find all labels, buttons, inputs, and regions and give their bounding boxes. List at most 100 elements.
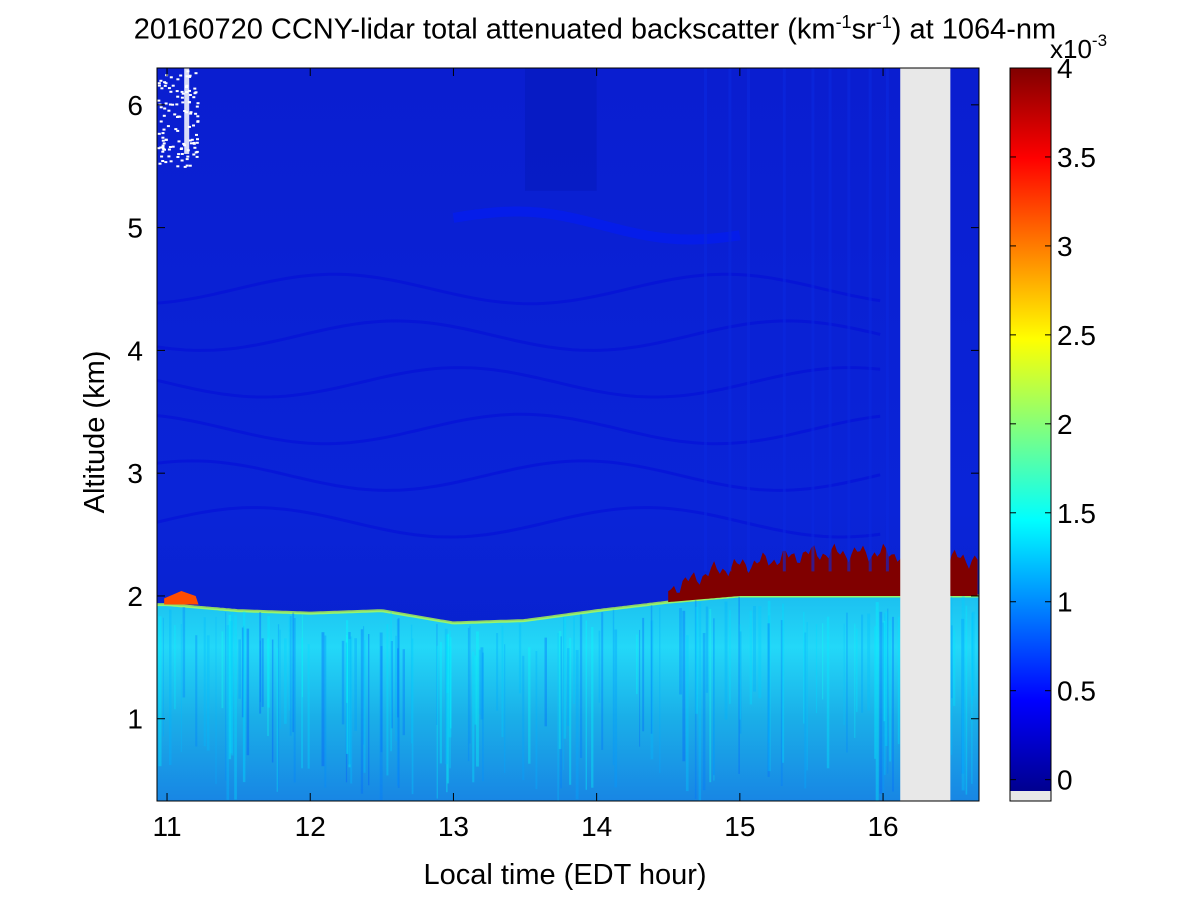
boundary-layer-streak: [234, 615, 237, 800]
boundary-layer-streak: [803, 611, 805, 724]
colorbar-tick-label: 1: [1057, 587, 1073, 618]
boundary-layer-streak: [843, 623, 845, 726]
missing-speck: [175, 103, 179, 106]
boundary-layer-streak: [444, 628, 448, 765]
boundary-layer-streak: [713, 632, 715, 781]
boundary-layer-streak: [410, 624, 413, 744]
boundary-layer-streak: [702, 633, 706, 791]
boundary-layer-streak: [591, 627, 594, 788]
boundary-layer-streak: [228, 615, 232, 760]
missing-speck: [188, 125, 191, 128]
missing-speck: [180, 153, 184, 155]
boundary-layer-streak: [449, 630, 451, 769]
boundary-layer-streak: [368, 634, 370, 786]
free-troposphere-layer: [157, 412, 881, 446]
missing-speck: [193, 87, 197, 90]
signal-stripe: [847, 68, 851, 572]
boundary-layer-streak: [560, 636, 562, 789]
x-tick-label: 15: [724, 811, 755, 842]
missing-speck: [167, 148, 171, 151]
boundary-layer-streak: [951, 625, 953, 699]
boundary-layer-streak: [972, 611, 975, 696]
missing-speck: [177, 115, 180, 118]
boundary-layer-streak: [650, 620, 654, 760]
colorbar: 0 0.5 1 1.5 2 2.5 3 3.5 4 x10-3: [1009, 31, 1107, 802]
heatmap: [157, 68, 979, 801]
missing-speck: [161, 136, 165, 139]
boundary-layer-streak: [971, 612, 974, 705]
boundary-layer-streak: [469, 625, 471, 744]
boundary-layer-streak: [446, 634, 449, 693]
boundary-layer-streak: [195, 635, 198, 747]
boundary-layer-streak: [579, 614, 583, 758]
missing-speck: [195, 105, 199, 108]
x-tick-label: 12: [295, 811, 326, 842]
missing-speck: [159, 79, 163, 82]
missing-speck: [180, 159, 184, 162]
boundary-layer-streak: [585, 620, 587, 790]
boundary-layer-streak: [446, 633, 450, 784]
signal-stripe: [747, 68, 750, 572]
boundary-layer-streak: [573, 616, 575, 704]
boundary-layer-streak: [636, 634, 638, 695]
boundary-layer-streak: [350, 636, 353, 784]
missing-speck: [167, 87, 171, 90]
colorbar-nan-swatch: [1010, 791, 1051, 801]
boundary-layer-streak: [411, 638, 414, 795]
boundary-layer-streak: [698, 602, 702, 801]
missing-speck: [167, 109, 171, 112]
missing-speck: [194, 112, 198, 115]
boundary-layer-streak: [961, 618, 965, 774]
boundary-layer-streak: [402, 649, 405, 736]
missing-speck: [190, 138, 194, 141]
missing-speck: [167, 155, 171, 158]
plot-frame: [156, 67, 980, 802]
x-tick-label: 16: [867, 811, 898, 842]
missing-speck: [195, 133, 198, 136]
missing-speck: [189, 112, 193, 115]
signal-stripe: [782, 68, 786, 572]
missing-speck: [163, 107, 167, 110]
missing-speck: [196, 120, 200, 123]
boundary-layer-streak: [544, 637, 547, 727]
missing-speck: [159, 120, 163, 123]
colorbar-multiplier: x10-3: [1050, 31, 1107, 64]
missing-speck: [162, 128, 166, 131]
boundary-layer-streak: [341, 640, 345, 725]
y-axis-label: Altitude (km): [79, 351, 111, 514]
colorbar-tick-label: 1.5: [1057, 498, 1096, 529]
missing-speck: [159, 106, 163, 109]
boundary-layer-streak: [854, 623, 856, 738]
missing-speck: [188, 89, 191, 92]
boundary-layer-streak: [482, 652, 484, 782]
y-tick-label: 6: [127, 90, 143, 121]
boundary-layer-streak: [767, 623, 770, 777]
boundary-layer-streak: [246, 628, 250, 756]
boundary-layer-streak: [277, 624, 280, 789]
missing-speck: [194, 91, 198, 94]
boundary-layer-streak: [501, 625, 504, 738]
boundary-layer-streak: [557, 633, 559, 801]
boundary-layer-streak: [558, 631, 562, 750]
boundary-layer-streak: [259, 612, 262, 714]
y-tick-label: 5: [127, 213, 143, 244]
free-troposphere-layer: [157, 319, 881, 352]
boundary-layer-streak: [496, 633, 499, 711]
boundary-layer-streak: [758, 606, 762, 699]
boundary-layer-streak: [729, 609, 731, 704]
boundary-layer-streak: [162, 617, 164, 737]
missing-speck: [194, 72, 198, 75]
boundary-layer-streak: [261, 638, 264, 707]
boundary-layer-streak: [436, 645, 438, 799]
boundary-layer-streak: [238, 639, 241, 699]
boundary-layer-streak: [601, 612, 604, 750]
missing-speck: [188, 75, 192, 78]
boundary-layer-streak: [182, 607, 186, 698]
boundary-layer-streak: [569, 637, 572, 785]
boundary-layer-streak: [887, 608, 889, 774]
boundary-layer-streak: [324, 635, 327, 788]
x-tick-label: 13: [438, 811, 469, 842]
boundary-layer-streak: [293, 618, 296, 783]
missing-speck: [183, 165, 187, 168]
colorbar-tick-label: 0.5: [1057, 676, 1096, 707]
